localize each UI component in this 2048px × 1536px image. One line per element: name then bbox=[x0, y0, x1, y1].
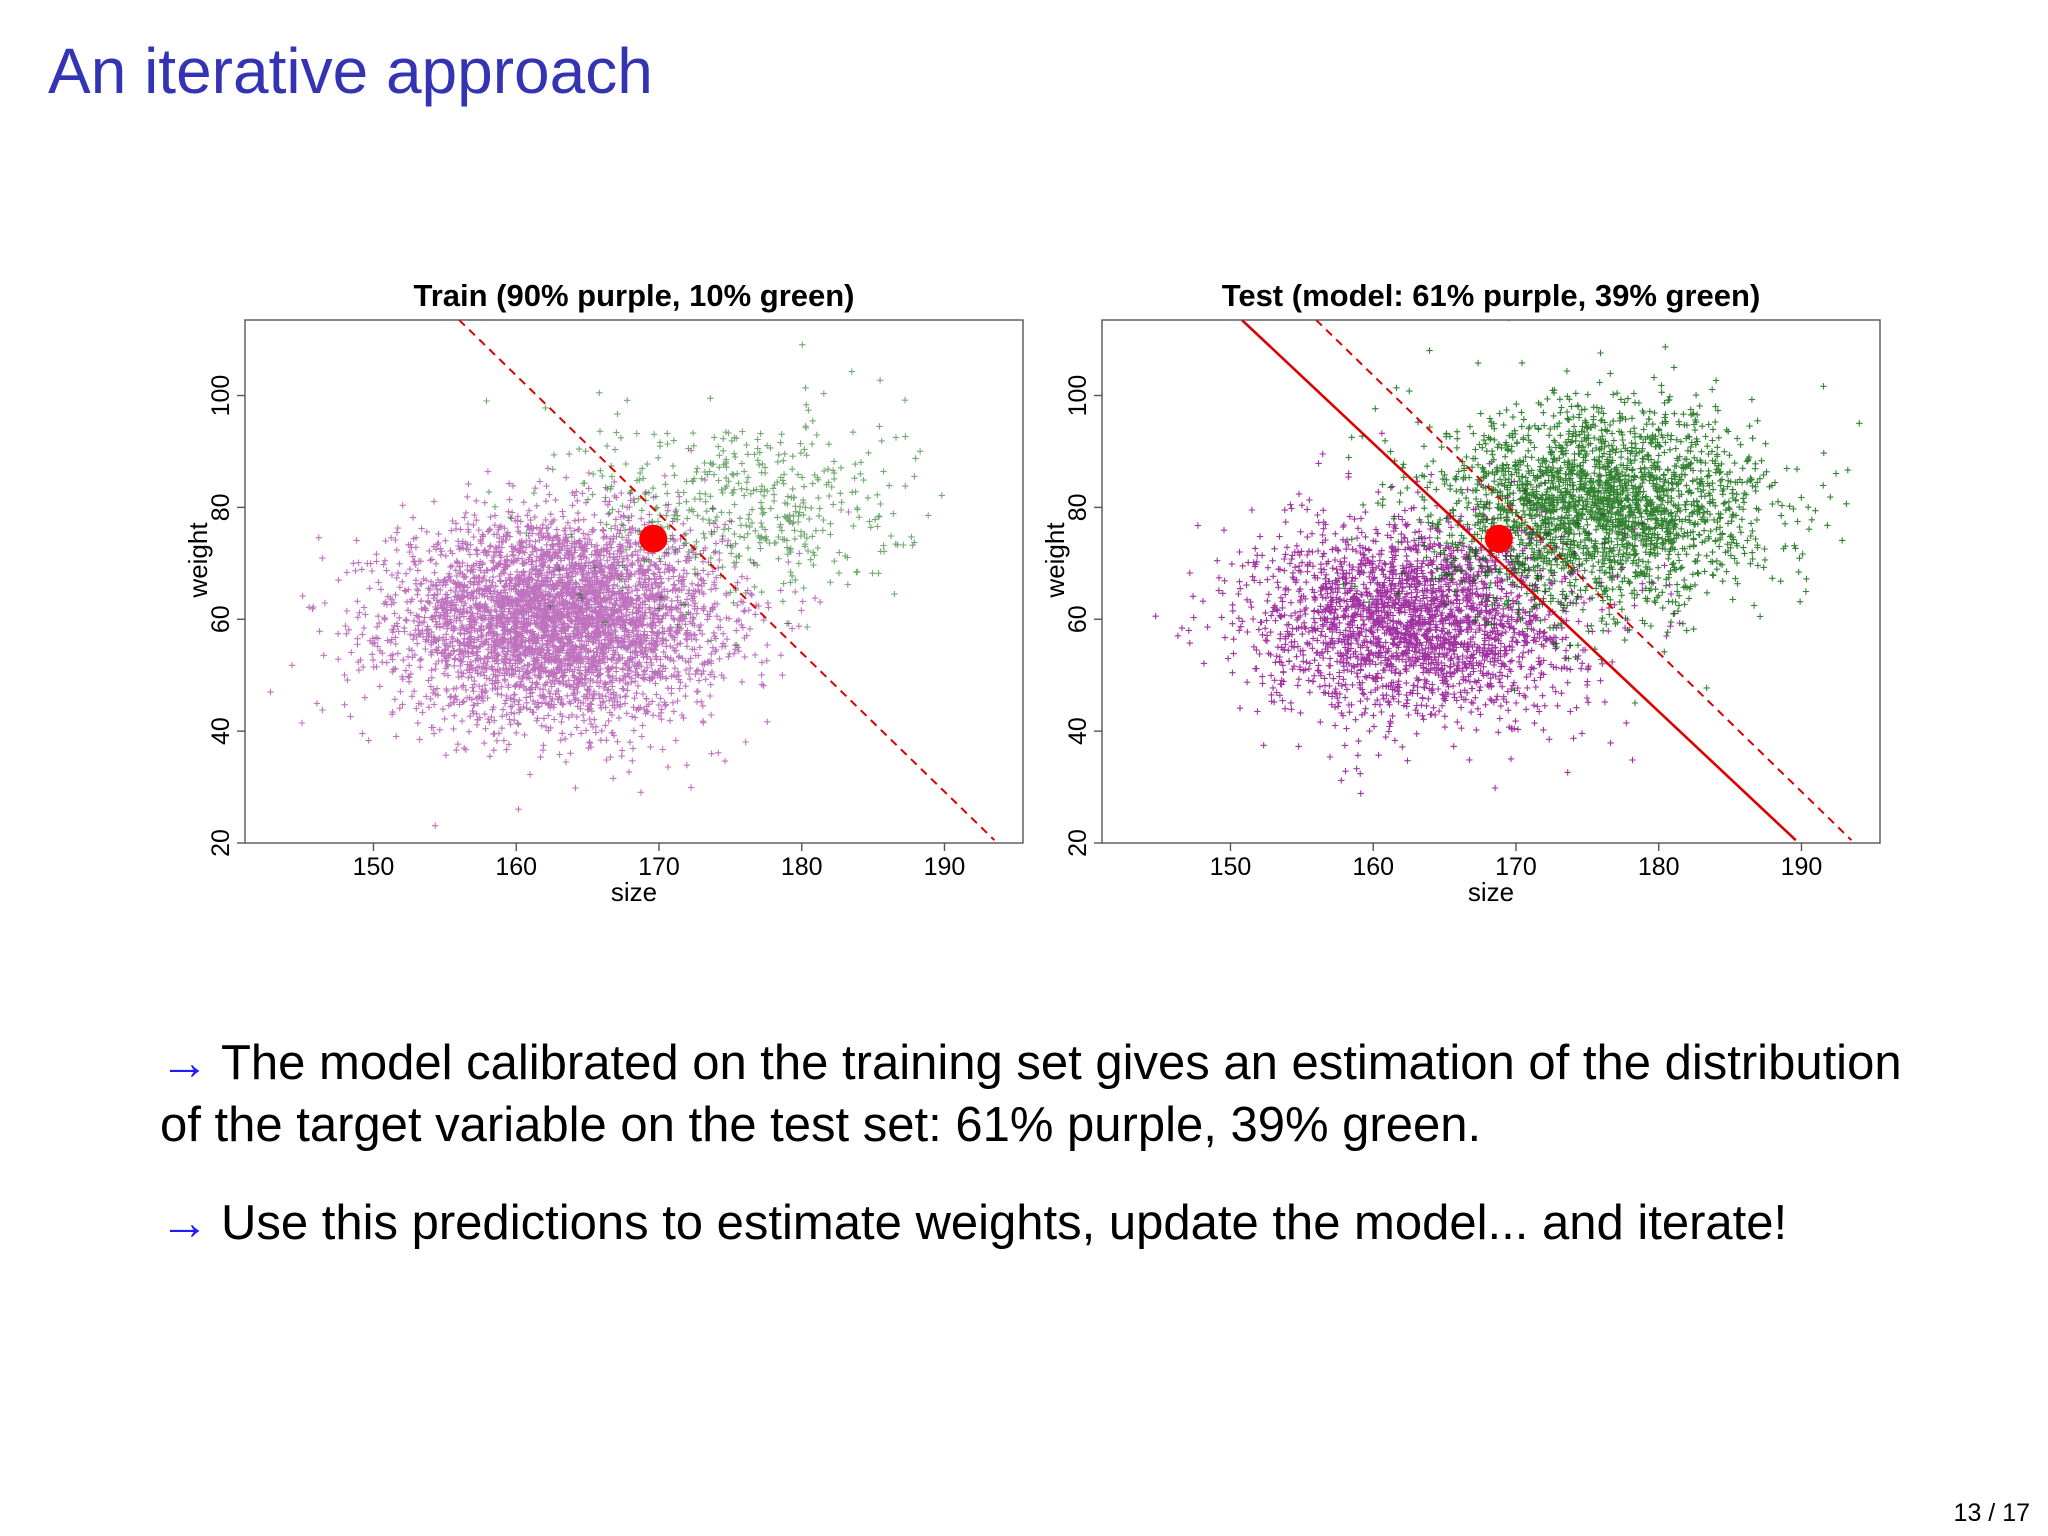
y-axis-label: weight bbox=[1040, 522, 1070, 599]
y-tick-label: 80 bbox=[1064, 493, 1092, 521]
decision-line-dashed bbox=[1315, 320, 1853, 841]
y-tick-label: 60 bbox=[207, 605, 235, 633]
bullet-1-text: The model calibrated on the training set… bbox=[160, 1036, 1902, 1152]
scatter-series-1 bbox=[267, 447, 852, 829]
x-tick-label: 190 bbox=[1781, 853, 1823, 881]
y-tick-label: 100 bbox=[1064, 375, 1092, 417]
chart-panel-1: Train (90% purple, 10% green) 150 160 170 18… bbox=[183, 278, 1024, 905]
bullet-2-text: Use this predictions to estimate weights… bbox=[221, 1196, 1788, 1250]
x-tick-label: 150 bbox=[353, 853, 395, 881]
plot-frame bbox=[1101, 319, 1881, 844]
scatter-points bbox=[483, 341, 945, 649]
x-tick-label: 170 bbox=[638, 853, 680, 881]
y-tick-label: 20 bbox=[1064, 829, 1092, 857]
x-axis-label: size bbox=[611, 877, 657, 905]
y-tick-label: 60 bbox=[1064, 605, 1092, 633]
highlight-point bbox=[1484, 524, 1513, 553]
bullet-2: → Use this predictions to estimate weight… bbox=[160, 1192, 1940, 1254]
chart-panel-2: Test (model: 61% purple, 39% green) 150 16… bbox=[1040, 278, 1881, 905]
y-axis-label: weight bbox=[183, 522, 213, 599]
scatter-points bbox=[1340, 320, 1863, 707]
decision-line-dashed bbox=[458, 320, 996, 841]
decision-line-solid bbox=[1241, 320, 1797, 842]
scatter-figure: Train (90% purple, 10% green) 150 160 170 18… bbox=[183, 278, 1881, 905]
arrow-icon: → bbox=[160, 1196, 209, 1250]
chart-title: Test (model: 61% purple, 39% green) bbox=[1222, 278, 1761, 313]
scatter-series-2 bbox=[1340, 320, 1863, 707]
x-tick-label: 180 bbox=[781, 853, 823, 881]
scatter-points bbox=[267, 447, 852, 829]
figure: Train (90% purple, 10% green) 150 160 170 18… bbox=[180, 265, 1900, 905]
x-axis-label: size bbox=[1468, 877, 1514, 905]
scatter-points bbox=[1152, 430, 1683, 797]
slide-title: An iterative approach bbox=[48, 35, 653, 107]
arrow-icon: → bbox=[160, 1036, 209, 1090]
scatter-series-1 bbox=[1152, 430, 1683, 797]
y-tick-label: 20 bbox=[207, 829, 235, 857]
plot-frame bbox=[244, 319, 1024, 844]
x-tick-label: 160 bbox=[1352, 853, 1394, 881]
x-tick-label: 180 bbox=[1638, 853, 1680, 881]
scatter-series-2 bbox=[483, 341, 945, 649]
page-number: 13 / 17 bbox=[1953, 1499, 2030, 1527]
x-tick-label: 160 bbox=[495, 853, 537, 881]
bullet-1: → The model calibrated on the training se… bbox=[160, 1032, 1940, 1156]
highlight-point bbox=[639, 524, 668, 553]
y-tick-label: 40 bbox=[1064, 717, 1092, 745]
x-tick-label: 170 bbox=[1495, 853, 1537, 881]
y-tick-label: 100 bbox=[207, 375, 235, 417]
x-tick-label: 190 bbox=[924, 853, 966, 881]
chart-title: Train (90% purple, 10% green) bbox=[413, 278, 854, 313]
x-tick-label: 150 bbox=[1210, 853, 1252, 881]
y-tick-label: 80 bbox=[207, 493, 235, 521]
y-tick-label: 40 bbox=[207, 717, 235, 745]
